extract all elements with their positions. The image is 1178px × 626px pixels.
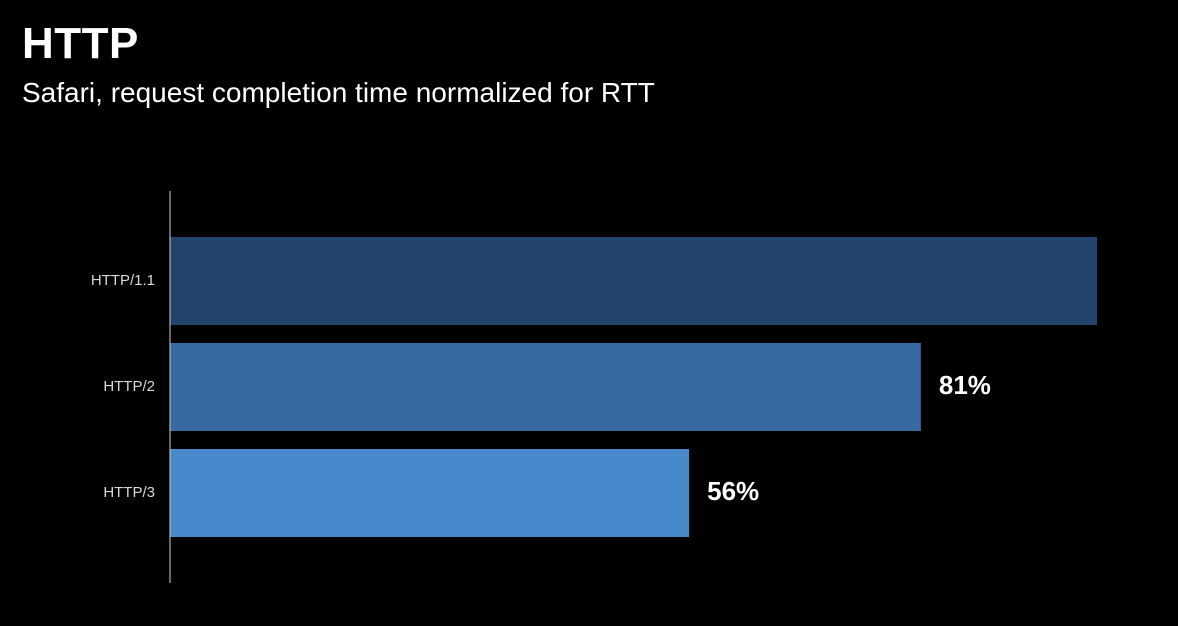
tick-label-http-1-1: HTTP/1.1: [91, 272, 155, 289]
bars-layer: HTTP/1.1 HTTP/2 81% HTTP/3 56%: [91, 237, 1097, 537]
bar-http-3: [170, 449, 690, 537]
tick-label-http-3: HTTP/3: [103, 484, 155, 501]
bar-http-1-1: [170, 237, 1097, 325]
tick-label-http-2: HTTP/2: [103, 378, 155, 395]
data-label-http-3: 56%: [707, 476, 759, 506]
data-label-http-2: 81%: [939, 370, 991, 400]
chart-title: HTTP: [22, 19, 139, 68]
bar-http-2: [170, 343, 921, 431]
chart-subtitle: Safari, request completion time normaliz…: [22, 77, 655, 108]
